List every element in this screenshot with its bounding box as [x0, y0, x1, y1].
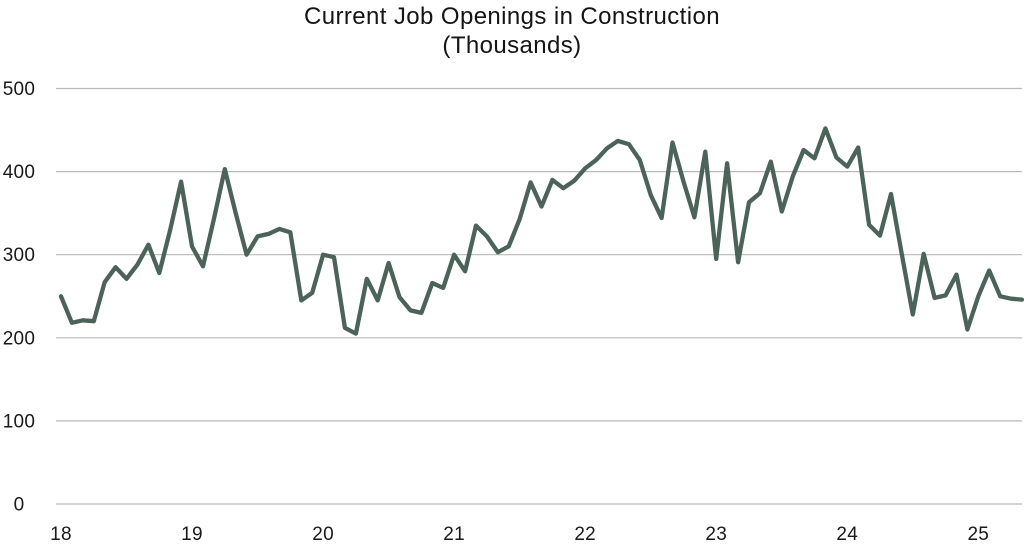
data-line	[58, 126, 1024, 336]
y-tick-label-200: 200	[3, 328, 36, 349]
chart-title-line2: (Thousands)	[442, 32, 582, 59]
x-tick-label-23: 23	[705, 524, 727, 545]
chart-title: Current Job Openings in Construction (Th…	[0, 2, 1024, 60]
y-tick-label-100: 100	[3, 411, 36, 432]
x-tick-label-19: 19	[181, 524, 203, 545]
x-tick-label-22: 22	[574, 524, 596, 545]
chart-title-line1: Current Job Openings in Construction	[304, 3, 720, 30]
x-tick-label-25: 25	[967, 524, 989, 545]
y-tick-label-300: 300	[3, 245, 36, 266]
x-tick-label-20: 20	[312, 524, 334, 545]
x-tick-label-18: 18	[50, 524, 72, 545]
y-tick-label-400: 400	[3, 162, 36, 183]
x-tick-label-24: 24	[836, 524, 858, 545]
y-tick-label-0: 0	[14, 495, 25, 516]
x-tick-label-21: 21	[443, 524, 465, 545]
y-tick-label-500: 500	[3, 79, 36, 100]
